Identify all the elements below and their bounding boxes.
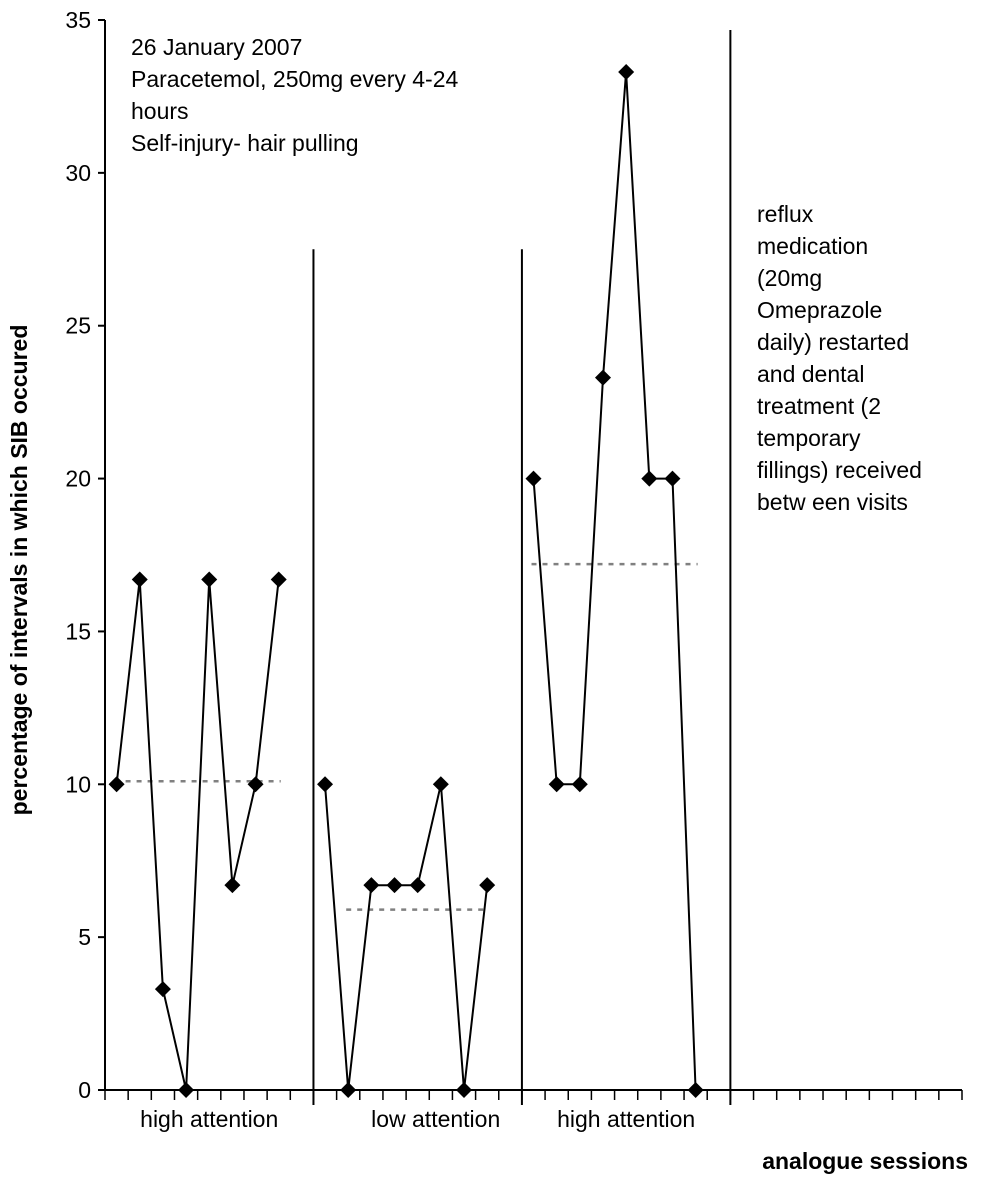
annotation-line: medication — [757, 233, 868, 259]
data-point — [687, 1082, 704, 1098]
annotation-line: fillings) received — [757, 457, 922, 483]
data-point — [432, 776, 449, 793]
annotation-line: reflux — [757, 201, 814, 227]
annotation-line: temporary — [757, 425, 861, 451]
annotation-top-left: 26 January 2007 Paracetemol, 250mg every … — [131, 34, 458, 156]
phase-labels: high attention low attention high attentio… — [140, 1106, 695, 1132]
data-point — [247, 776, 264, 793]
data-point — [594, 369, 611, 386]
y-tick-label: 30 — [65, 160, 91, 186]
data-point — [154, 981, 171, 998]
annotation-line: Omeprazole — [757, 297, 882, 323]
data-point — [340, 1082, 357, 1098]
annotation-line: treatment (2 — [757, 393, 881, 419]
phase-change-lines — [312, 30, 732, 1105]
data-point — [178, 1082, 195, 1098]
data-point — [201, 571, 218, 588]
phase-label: high attention — [557, 1106, 695, 1132]
series-line — [532, 71, 697, 1091]
y-tick-label: 35 — [65, 7, 91, 33]
annotation-line: and dental — [757, 361, 864, 387]
data-point — [108, 776, 125, 793]
data-point — [317, 776, 334, 793]
y-axis-title: percentage of intervals in which SIB occ… — [6, 325, 32, 816]
series-line — [115, 579, 280, 1091]
annotation-line: hours — [131, 98, 189, 124]
data-point — [409, 877, 426, 894]
axes: 0 5 10 15 20 25 30 35 — [65, 7, 963, 1103]
y-tick-label: 0 — [78, 1077, 91, 1103]
annotation-line: (20mg — [757, 265, 822, 291]
data-point — [386, 877, 403, 894]
y-tick-label: 20 — [65, 466, 91, 492]
data-series — [108, 63, 704, 1098]
data-point — [618, 63, 635, 80]
data-point — [525, 470, 542, 487]
data-point — [571, 776, 588, 793]
annotation-line: Self-injury- hair pulling — [131, 130, 359, 156]
phase-label: low attention — [371, 1106, 500, 1132]
y-tick-label: 5 — [78, 924, 91, 950]
series-line — [324, 784, 489, 1091]
data-point — [641, 470, 658, 487]
data-point — [270, 571, 287, 588]
phase-mean-lines — [114, 562, 698, 911]
data-point — [479, 877, 496, 894]
y-tick-label: 15 — [65, 618, 91, 644]
annotation-right: reflux medication (20mg Omeprazole daily) re… — [757, 201, 922, 515]
data-point — [363, 877, 380, 894]
data-point — [456, 1082, 473, 1098]
annotation-line: daily) restarted — [757, 329, 909, 355]
data-point — [664, 470, 681, 487]
annotation-line: Paracetemol, 250mg every 4-24 — [131, 66, 458, 92]
y-tick-label: 10 — [65, 771, 91, 797]
data-point — [224, 877, 241, 894]
data-point — [131, 571, 148, 588]
annotation-line: betw een visits — [757, 489, 908, 515]
phase-label: high attention — [140, 1106, 278, 1132]
y-tick-label: 25 — [65, 313, 91, 339]
annotation-line: 26 January 2007 — [131, 34, 302, 60]
data-point — [548, 776, 565, 793]
x-axis-title: analogue sessions — [762, 1148, 968, 1174]
